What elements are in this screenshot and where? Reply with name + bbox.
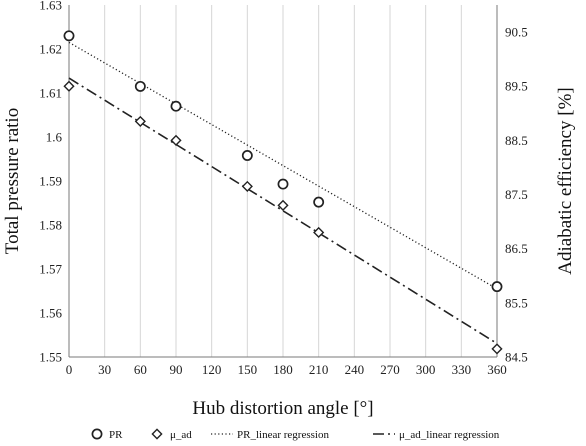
x-tick-label: 240 [345, 362, 365, 377]
y-tick-label: 1.55 [39, 350, 62, 365]
y2-tick-label: 85.5 [505, 295, 528, 310]
x-tick-label: 300 [416, 362, 436, 377]
mu-ad-point [313, 226, 325, 239]
pr-point [63, 30, 75, 42]
x-tick-label: 210 [309, 362, 329, 377]
pr-point [241, 150, 253, 161]
mu-ad-point [241, 180, 253, 193]
y2-tick-label: 84.5 [505, 350, 528, 365]
legend-pr-marker [91, 428, 103, 440]
pr-point [491, 281, 503, 293]
pr-point [170, 100, 182, 112]
x-tick-label: 0 [66, 362, 73, 377]
pr-point [134, 80, 146, 92]
tick-labels: 0 30 60 90 120 150 180 210 240 270 300 330 360 1.55 1.… [39, 0, 528, 377]
regression-lines [68, 41, 498, 345]
legend-label: PR_linear regression [237, 429, 329, 441]
y-tick-label: 1.6 [46, 130, 63, 145]
legend-label: μ_ad_linear regression [399, 429, 500, 441]
x-axis-title: Hub distortion angle [°] [192, 398, 373, 419]
pr-point [277, 178, 289, 190]
y2-tick-label: 90.5 [505, 25, 528, 40]
legend: PR μ_ad PR_linear regression μ_ad_linear re… [91, 428, 500, 441]
x-tick-label: 60 [134, 362, 147, 377]
y-tick-label: 1.56 [39, 306, 62, 321]
data-points [63, 30, 503, 355]
y2-tick-label: 86.5 [505, 241, 528, 256]
mu-ad-point [277, 199, 289, 211]
pr-point [313, 196, 325, 208]
x-tick-label: 180 [273, 362, 293, 377]
y-tick-label: 1.57 [39, 262, 62, 277]
y2-tick-label: 88.5 [505, 133, 528, 148]
axes [68, 5, 498, 358]
mu-ad-point [491, 343, 503, 355]
x-tick-label: 30 [98, 362, 111, 377]
x-tick-label: 120 [202, 362, 222, 377]
y2-axis-title: Adiabatic efficiency [%] [555, 87, 576, 274]
mu-ad-point [134, 115, 146, 128]
x-tick-label: 150 [238, 362, 258, 377]
y-tick-label: 1.58 [39, 218, 62, 233]
y-tick-label: 1.62 [39, 42, 62, 57]
y-tick-label: 1.63 [39, 0, 62, 13]
x-tick-label: 330 [452, 362, 472, 377]
mu-ad-point [170, 134, 182, 146]
pr-regression-line [68, 41, 498, 290]
legend-label: μ_ad [170, 429, 192, 441]
legend-label: PR [109, 429, 123, 441]
mu-ad-point [63, 80, 75, 92]
axis-titles: Hub distortion angle [°] Total pressure … [2, 87, 576, 419]
x-tick-label: 90 [170, 362, 183, 377]
x-tick-label: 270 [380, 362, 400, 377]
y-tick-label: 1.61 [39, 86, 62, 101]
x-tick-label: 360 [487, 362, 507, 377]
y-tick-label: 1.59 [39, 174, 62, 189]
y-axis-title: Total pressure ratio [2, 108, 23, 254]
legend-mu-ad-marker [151, 428, 163, 440]
y2-tick-label: 87.5 [505, 187, 528, 202]
y2-tick-label: 89.5 [505, 79, 528, 94]
